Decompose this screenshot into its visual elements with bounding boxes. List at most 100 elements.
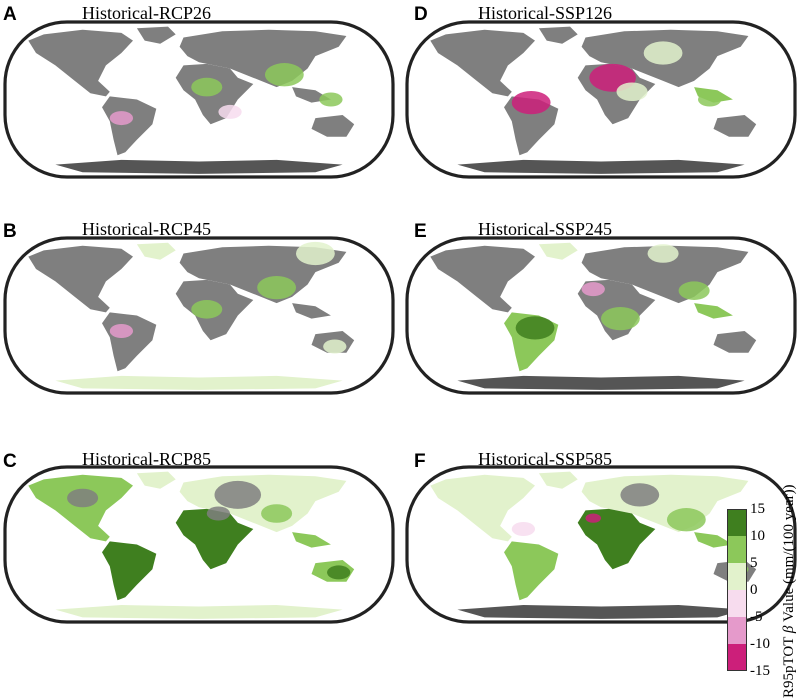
- value-patch: [206, 506, 231, 521]
- colorbar-swatch: [727, 617, 747, 644]
- landmass-antarctica: [55, 375, 343, 390]
- landmass-northAmerica: [430, 245, 535, 313]
- landmass-australia: [311, 115, 355, 137]
- landmass-greenland: [136, 26, 176, 44]
- colorbar-tick: 15: [750, 501, 765, 517]
- value-patch: [323, 339, 347, 354]
- colorbar-swatch: [727, 536, 747, 563]
- landmass-northAmerica: [28, 29, 133, 97]
- value-patch: [601, 306, 640, 331]
- landmass-seAsia: [694, 303, 733, 319]
- value-patch: [296, 241, 335, 266]
- world-map-d: [405, 20, 797, 179]
- value-patch: [257, 275, 296, 300]
- colorbar-swatch: [727, 644, 747, 671]
- panel-title: Historical-SSP585: [478, 449, 613, 469]
- landmass-antarctica: [457, 375, 745, 390]
- value-patch: [109, 324, 134, 338]
- world-map-a: [3, 20, 395, 179]
- landmass-australia: [713, 331, 757, 353]
- value-patch: [109, 111, 134, 126]
- value-patch: [319, 92, 343, 107]
- panel-d: D Historical-SSP126: [0, 0, 612, 230]
- map-frame: [3, 20, 395, 179]
- panel-letter: A: [3, 4, 17, 25]
- value-patch: [264, 63, 304, 87]
- landmass-greenland: [538, 242, 578, 260]
- landmass-antarctica: [55, 605, 343, 619]
- landmass-antarctica: [457, 605, 745, 619]
- landmass-eurasia: [581, 245, 749, 304]
- value-patch: [67, 488, 99, 508]
- panel-b: B Historical-RCP45: [0, 0, 400, 241]
- landmass-africa: [175, 508, 254, 570]
- panel-f: F Historical-SSP585: [0, 0, 612, 471]
- value-patch: [218, 104, 242, 119]
- landmass-northAmerica: [430, 29, 535, 97]
- colorbar-swatch: [727, 509, 747, 536]
- colorbar-label-prefix: R95pTOT: [781, 633, 797, 698]
- value-patch: [643, 41, 683, 65]
- panel-letter: B: [3, 221, 17, 242]
- panel-title: Historical-SSP126: [478, 3, 613, 23]
- landmass-greenland: [136, 242, 176, 260]
- panel-title: Historical-RCP45: [82, 219, 211, 239]
- map-frame: [3, 465, 395, 624]
- landmass-australia: [713, 115, 757, 137]
- panel-letter: E: [414, 221, 427, 242]
- landmass-northAmerica: [28, 474, 133, 542]
- landmass-southAmerica: [102, 312, 157, 372]
- world-map-b: [3, 236, 395, 395]
- value-patch: [585, 513, 601, 523]
- colorbar-tick: 0: [750, 582, 758, 598]
- panel-title: Historical-RCP85: [82, 449, 211, 469]
- value-patch: [261, 504, 293, 523]
- colorbar-tick: -15: [750, 663, 770, 679]
- landmass-greenland: [538, 26, 578, 44]
- colorbar-frame: [727, 509, 747, 671]
- value-patch: [191, 299, 223, 319]
- landmass-antarctica: [457, 159, 745, 174]
- colorbar-label: R95pTOT β Value (mm/(100 year)): [781, 484, 798, 698]
- colorbar-swatch: [727, 590, 747, 617]
- panel-e: E Historical-SSP245: [0, 0, 612, 241]
- landmass-seAsia: [292, 303, 331, 319]
- world-map-e: [405, 236, 797, 395]
- value-patch: [620, 483, 660, 507]
- landmass-northAmerica: [430, 474, 535, 542]
- landmass-northAmerica: [28, 245, 133, 313]
- panel-a: A Historical-RCP26: [0, 0, 400, 230]
- colorbar-tick: 10: [750, 528, 765, 544]
- value-patch: [647, 244, 679, 263]
- panel-title: Historical-SSP245: [478, 219, 613, 239]
- value-patch: [327, 565, 351, 580]
- landmass-southAmerica: [102, 96, 157, 156]
- panel-letter: F: [414, 451, 426, 472]
- map-frame: [405, 20, 797, 179]
- landmass-greenland: [136, 471, 176, 489]
- colorbar-tick: 5: [750, 555, 758, 571]
- value-patch: [666, 508, 706, 532]
- colorbar-swatch: [727, 563, 747, 590]
- world-map-c: [3, 465, 395, 624]
- value-patch: [678, 281, 710, 301]
- colorbar-tick: -10: [750, 636, 770, 652]
- colorbar-label-symbol: β: [781, 625, 797, 634]
- value-patch: [214, 480, 262, 509]
- value-patch: [698, 92, 722, 107]
- map-frame: [405, 465, 797, 624]
- value-patch: [581, 282, 605, 297]
- landmass-antarctica: [55, 159, 343, 174]
- map-frame: [3, 236, 395, 395]
- panel-letter: C: [3, 451, 17, 472]
- panel-letter: D: [414, 4, 428, 25]
- world-map-f: [405, 465, 797, 624]
- value-patch: [511, 522, 536, 536]
- landmass-greenland: [538, 471, 578, 489]
- landmass-africa: [577, 508, 656, 570]
- landmass-seAsia: [292, 532, 331, 548]
- landmass-seAsia: [694, 532, 733, 548]
- colorbar-swatches: [727, 509, 747, 671]
- value-patch: [515, 316, 555, 340]
